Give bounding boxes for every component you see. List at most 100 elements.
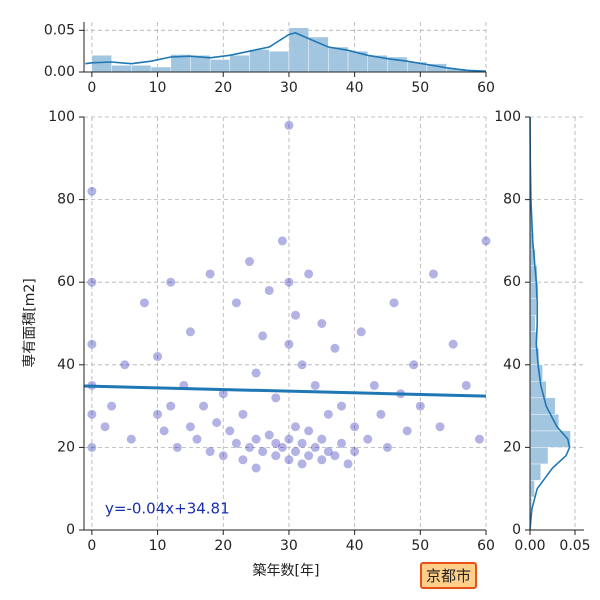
scatter-point [415, 401, 425, 411]
y-tick-label: 60 [57, 274, 75, 290]
scatter-point [297, 360, 307, 370]
scatter-point [277, 236, 287, 246]
scatter-point [277, 442, 287, 452]
scatter-point [284, 120, 294, 130]
x-tick-label: 30 [280, 538, 298, 554]
histogram-bar [529, 480, 535, 498]
scatter-point [87, 442, 97, 452]
scatter-point [126, 434, 136, 444]
x-tick-label: 30 [280, 80, 298, 96]
histogram-bar [328, 46, 349, 73]
y-tick-label: 0.05 [44, 22, 75, 38]
scatter-point [363, 434, 373, 444]
scatter-point [245, 257, 255, 267]
scatter-point [356, 327, 366, 337]
scatter-point [218, 389, 228, 399]
scatter-point [199, 401, 209, 411]
scatter-point [159, 426, 169, 436]
scatter-point [87, 277, 97, 287]
scatter-point [238, 455, 248, 465]
scatter-point [185, 422, 195, 432]
scatter-point [192, 434, 202, 444]
scatter-point [205, 447, 215, 457]
x-tick-label: 10 [149, 80, 167, 96]
scatter-point [166, 277, 176, 287]
x-tick-label: 20 [214, 80, 232, 96]
scatter-point [336, 438, 346, 448]
scatter-point [291, 422, 301, 432]
scatter-point [389, 298, 399, 308]
scatter-point [107, 401, 117, 411]
histogram-bar [131, 65, 152, 73]
kde-curve [529, 116, 571, 531]
scatter-point [350, 422, 360, 432]
histogram-bar [91, 55, 112, 73]
histogram-bar [229, 55, 250, 73]
y-tick-label: 0 [512, 522, 521, 538]
scatter-point [310, 380, 320, 390]
scatter-point [304, 426, 314, 436]
scatter-point [218, 451, 228, 461]
scatter-point [297, 438, 307, 448]
x-tick-label: 60 [477, 80, 495, 96]
scatter-point [284, 434, 294, 444]
scatter-point [323, 409, 333, 419]
histogram-bar [529, 447, 549, 465]
scatter-point [264, 285, 274, 295]
scatter-point [153, 409, 163, 419]
scatter-point [87, 409, 97, 419]
y-tick-label: 80 [503, 192, 521, 208]
scatter-point [304, 269, 314, 279]
scatter-point [212, 418, 222, 428]
regression-label: y=-0.04x+34.81 [105, 500, 230, 518]
scatter-point [376, 409, 386, 419]
scatter-point [251, 463, 261, 473]
histogram-bar [529, 430, 571, 448]
scatter-point [317, 319, 327, 328]
x-tick-label: 40 [346, 80, 364, 96]
scatter-point [343, 459, 353, 469]
histogram-bar [529, 463, 542, 481]
regression-line [83, 384, 487, 398]
scatter-point [87, 186, 97, 196]
scatter-point [382, 442, 392, 452]
x-tick-label: 50 [411, 80, 429, 96]
y-axis-label: 専有面積[m2] [22, 278, 38, 367]
scatter-point [139, 298, 149, 308]
scatter-point [304, 451, 314, 461]
histogram-bar [150, 66, 171, 73]
scatter-point [323, 447, 333, 457]
scatter-point [153, 352, 163, 362]
x-tick-label: 0.05 [559, 538, 590, 554]
x-tick-label: 0 [87, 80, 96, 96]
scatter-point [251, 434, 261, 444]
scatter-point [231, 298, 241, 308]
scatter-point [120, 360, 130, 370]
scatter-point [172, 442, 182, 452]
y-tick-label: 80 [57, 192, 75, 208]
histogram-bar [529, 298, 537, 316]
scatter-point [330, 343, 340, 353]
scatter-point [185, 327, 195, 337]
scatter-point [258, 447, 268, 457]
scatter-point [291, 447, 301, 457]
scatter-point [448, 339, 458, 349]
scatter-point [350, 447, 360, 457]
x-tick-label: 40 [346, 538, 364, 554]
y-tick-label: 0 [66, 522, 75, 538]
city-badge: 京都市 [420, 562, 478, 589]
scatter-point [251, 368, 261, 378]
scatter-point [297, 459, 307, 469]
scatter-point [231, 438, 241, 448]
scatter-point [317, 455, 327, 465]
scatter-point [474, 434, 484, 444]
scatter-point [330, 451, 340, 461]
scatter-point [238, 409, 248, 419]
scatter-point [271, 438, 281, 448]
scatter-point [369, 380, 379, 390]
scatter-point [409, 360, 419, 370]
scatter-point [258, 331, 268, 341]
scatter-point [166, 401, 176, 411]
y-tick-label: 60 [503, 274, 521, 290]
